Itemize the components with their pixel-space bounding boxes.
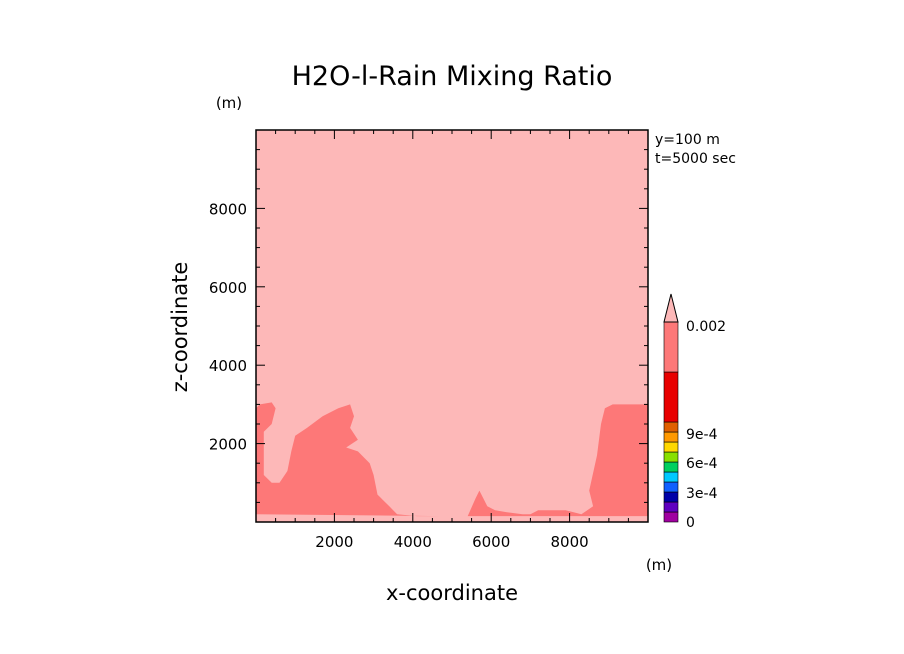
x-tick-labels: 2000 4000 6000 8000 — [315, 533, 588, 551]
axis-ticks — [256, 130, 648, 522]
colorbar-box — [663, 501, 679, 513]
y-axis-label: z-coordinate — [168, 262, 192, 393]
colorbar-box — [663, 431, 679, 443]
colorbar-label: 0.002 — [686, 319, 726, 335]
colorbar-box — [663, 321, 679, 373]
colorbar-box — [663, 471, 679, 483]
colorbar-label: 9e-4 — [686, 427, 718, 443]
y-tick-label: 4000 — [209, 357, 247, 375]
colorbar-label: 6e-4 — [686, 456, 718, 472]
colorbar-label: 3e-4 — [686, 486, 718, 502]
info-line-y: y=100 m — [655, 132, 720, 148]
y-tick-label: 2000 — [209, 436, 247, 454]
colorbar-box — [663, 481, 679, 493]
colorbar-box — [663, 451, 679, 463]
plot-area — [255, 129, 649, 523]
contour-regions — [256, 402, 648, 517]
y-tick-label: 8000 — [209, 200, 247, 218]
info-line-t: t=5000 sec — [655, 151, 736, 167]
chart-title: H2O-l-Rain Mixing Ratio — [292, 61, 613, 92]
colorbar-labels: 0 3e-4 6e-4 9e-4 0.002 — [686, 319, 726, 531]
colorbar-box — [663, 461, 679, 473]
x-tick-label: 2000 — [315, 533, 353, 551]
colorbar-box — [663, 511, 679, 523]
bottom-right-region — [467, 404, 648, 517]
x-tick-label: 6000 — [472, 533, 510, 551]
colorbar-box — [663, 491, 679, 503]
colorbar-box — [663, 421, 679, 433]
x-axis-unit: (m) — [646, 556, 672, 574]
colorbar-box — [663, 441, 679, 453]
y-tick-labels: 2000 4000 6000 8000 — [209, 200, 247, 453]
colorbar-boxes — [663, 293, 679, 523]
colorbar: 0 3e-4 6e-4 9e-4 0.002 — [663, 293, 726, 531]
colorbar-label: 0 — [686, 515, 695, 531]
y-tick-label: 6000 — [209, 279, 247, 297]
x-tick-label: 4000 — [394, 533, 432, 551]
left-region — [256, 402, 441, 517]
x-tick-label: 8000 — [551, 533, 589, 551]
colorbar-cap — [663, 293, 679, 323]
x-axis-label: x-coordinate — [386, 581, 518, 605]
y-axis-unit: (m) — [216, 94, 242, 112]
colorbar-box — [663, 371, 679, 423]
